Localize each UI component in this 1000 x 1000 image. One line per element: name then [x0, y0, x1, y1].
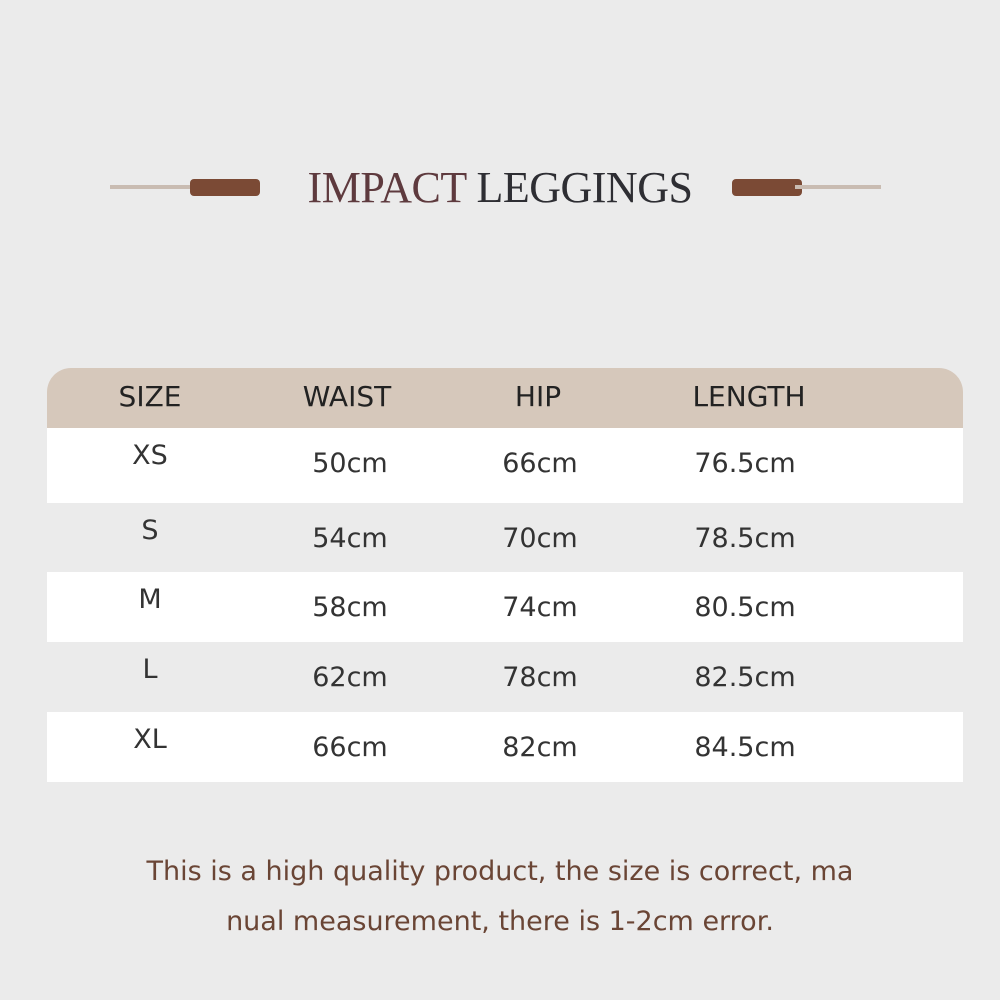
- header-size: SIZE: [118, 380, 182, 413]
- disclaimer-note: This is a high quality product, the size…: [0, 847, 1000, 947]
- table-cell: S: [141, 515, 159, 546]
- header-length: LENGTH: [692, 380, 806, 413]
- table-cell: 78.5cm: [694, 523, 796, 554]
- table-row: L 62cm 78cm 82.5cm: [47, 642, 963, 712]
- title-decor-pill-left: [190, 179, 260, 196]
- table-cell: 76.5cm: [694, 448, 796, 479]
- note-line-2: nual measurement, there is 1-2cm error.: [226, 906, 774, 937]
- title-decor-pill-right: [732, 179, 802, 196]
- header-waist: WAIST: [302, 380, 392, 413]
- note-line-1: This is a high quality product, the size…: [146, 856, 854, 887]
- table-header: SIZE WAIST HIP LENGTH: [47, 368, 963, 428]
- table-cell: XL: [133, 724, 167, 755]
- title-decor-line-left: [110, 185, 200, 189]
- table-row: S 54cm 70cm 78.5cm: [47, 503, 963, 572]
- header-hip: HIP: [514, 380, 562, 413]
- table-cell: 66cm: [502, 448, 578, 479]
- table-cell: 50cm: [312, 448, 388, 479]
- title-part-1: IMPACT: [307, 163, 467, 212]
- table-row: XS 50cm 66cm 76.5cm: [47, 428, 963, 503]
- table-cell: 78cm: [502, 662, 578, 693]
- title-part-2: LEGGINGS: [476, 163, 693, 212]
- table-cell: 62cm: [312, 662, 388, 693]
- table-cell: XS: [132, 440, 168, 471]
- table-cell: 70cm: [502, 523, 578, 554]
- page-title: IMPACT LEGGINGS: [0, 160, 1000, 216]
- table-cell: 82cm: [502, 732, 578, 763]
- table-cell: L: [142, 654, 158, 685]
- table-cell: 84.5cm: [694, 732, 796, 763]
- table-row: XL 66cm 82cm 84.5cm: [47, 712, 963, 782]
- title-decor-line-right: [795, 185, 881, 189]
- table-cell: 54cm: [312, 523, 388, 554]
- table-row: M 58cm 74cm 80.5cm: [47, 572, 963, 642]
- table-cell: 66cm: [312, 732, 388, 763]
- table-cell: M: [138, 584, 162, 615]
- table-cell: 80.5cm: [694, 592, 796, 623]
- table-cell: 82.5cm: [694, 662, 796, 693]
- table-cell: 58cm: [312, 592, 388, 623]
- table-cell: 74cm: [502, 592, 578, 623]
